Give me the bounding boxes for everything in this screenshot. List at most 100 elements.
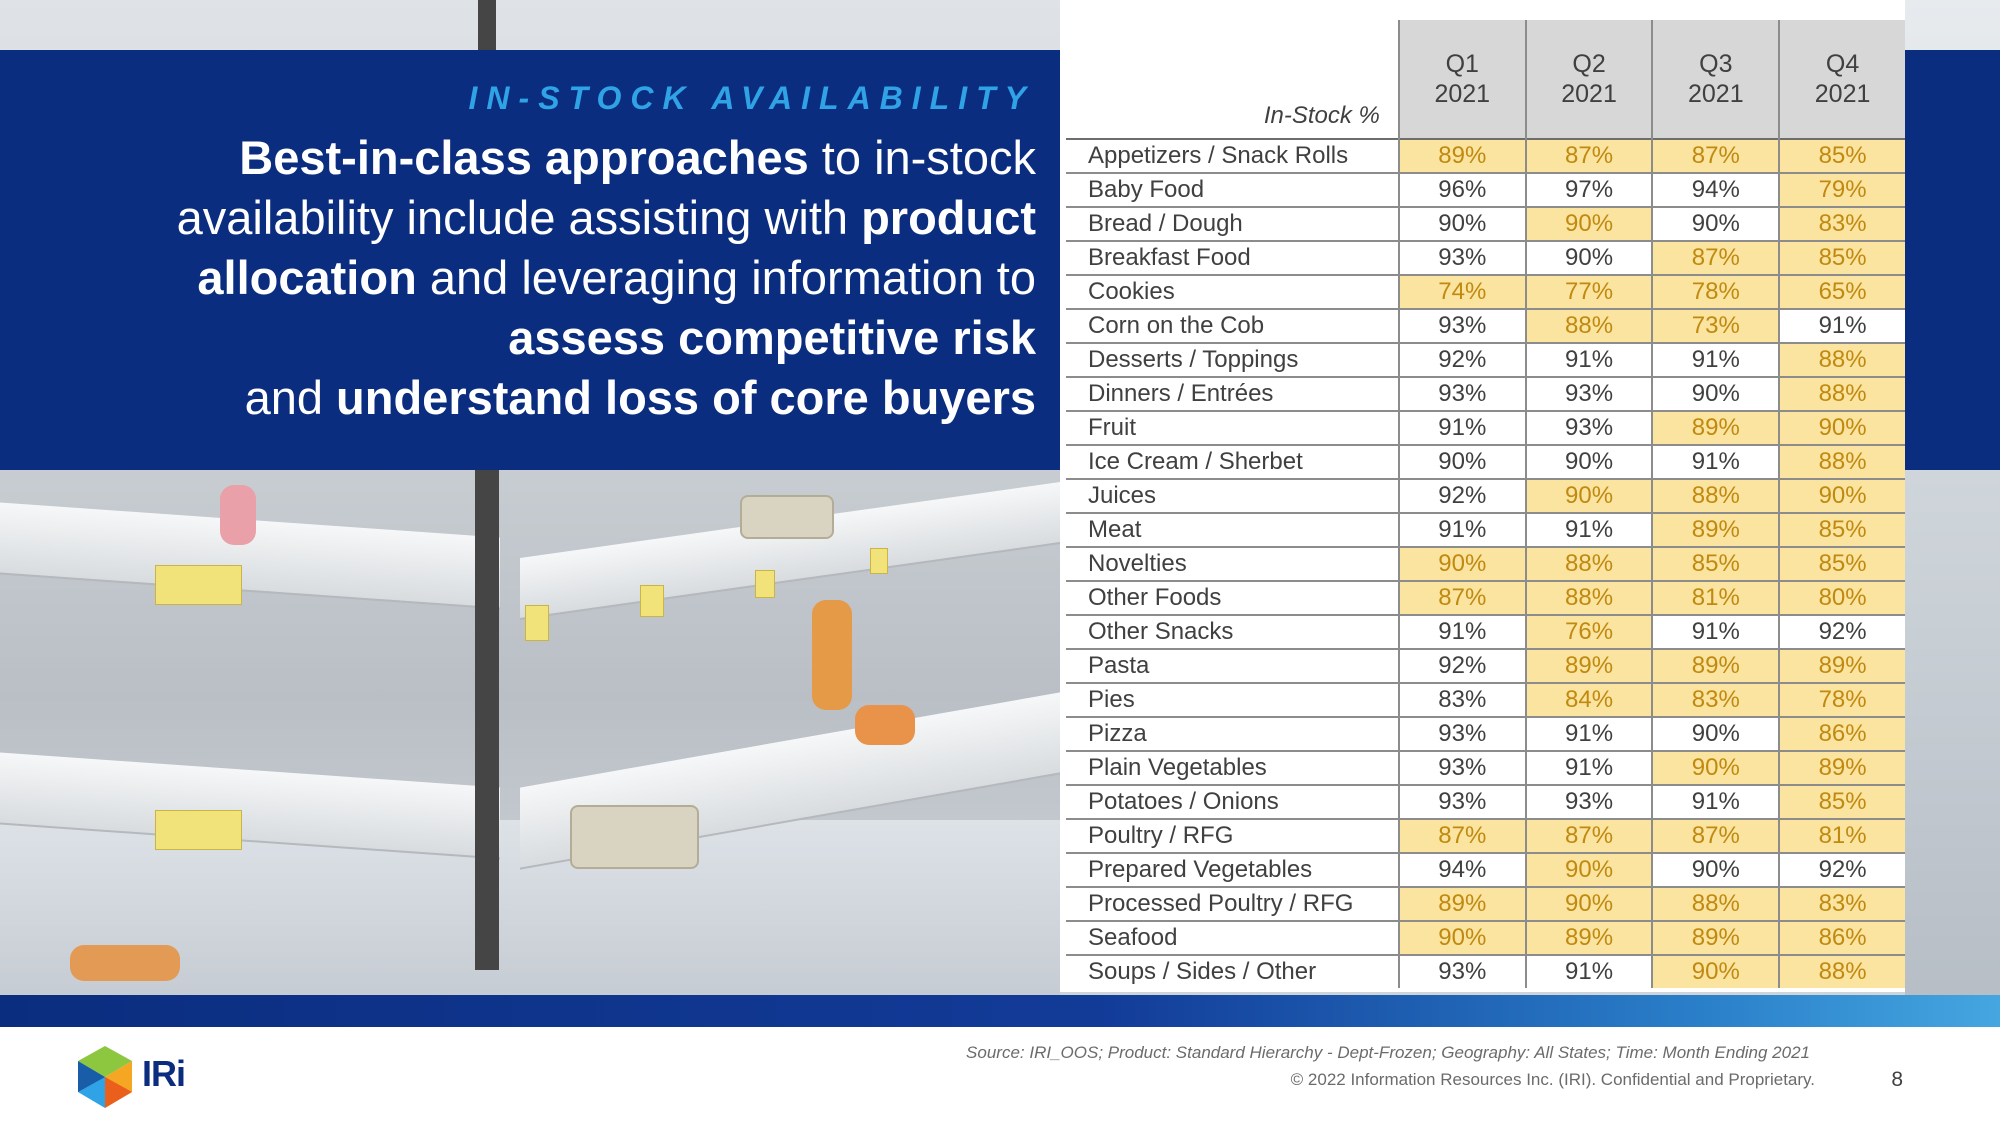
value-cell-q4: 86%: [1778, 920, 1905, 955]
value-cell-q4: 92%: [1778, 852, 1905, 887]
value-cell-q1: 94%: [1397, 852, 1526, 887]
category-cell: Meat: [1066, 512, 1399, 547]
header-panel: [0, 50, 1060, 470]
price-tag: [155, 565, 242, 605]
category-cell: Prepared Vegetables: [1066, 852, 1399, 887]
value-cell-q3: 81%: [1651, 580, 1780, 615]
value-cell-q3: 88%: [1651, 478, 1780, 513]
value-cell-q4: 90%: [1778, 410, 1905, 445]
value-cell-q1: 91%: [1397, 614, 1526, 649]
column-header-category: In-Stock %: [1263, 102, 1380, 129]
copyright-note: © 2022 Information Resources Inc. (IRI).…: [1290, 1070, 1815, 1089]
category-cell: Pasta: [1066, 648, 1399, 683]
table-row: Bread / Dough 90% 90% 90% 83%: [1066, 206, 1905, 241]
table-row: Desserts / Toppings 92% 91% 91% 88%: [1066, 342, 1905, 377]
value-cell-q4: 88%: [1778, 444, 1905, 479]
value-cell-q2: 90%: [1524, 886, 1653, 921]
value-cell-q2: 93%: [1524, 376, 1653, 411]
egg-carton: [740, 495, 834, 539]
value-cell-q3: 89%: [1651, 920, 1780, 955]
value-cell-q2: 90%: [1524, 444, 1653, 479]
price-tag: [640, 585, 664, 617]
value-cell-q2: 88%: [1524, 580, 1653, 615]
value-cell-q2: 90%: [1524, 206, 1653, 241]
value-cell-q3: 91%: [1651, 444, 1780, 479]
category-cell: Plain Vegetables: [1066, 750, 1399, 785]
value-cell-q4: 81%: [1778, 818, 1905, 853]
source-note: Source: IRI_OOS; Product: Standard Hiera…: [966, 1043, 1810, 1062]
value-cell-q3: 90%: [1651, 376, 1780, 411]
category-cell: Fruit: [1066, 410, 1399, 445]
value-cell-q2: 88%: [1524, 308, 1653, 343]
table-row: Potatoes / Onions 93% 93% 91% 85%: [1066, 784, 1905, 819]
table-row: Corn on the Cob 93% 88% 73% 91%: [1066, 308, 1905, 343]
table-row: Plain Vegetables 93% 91% 90% 89%: [1066, 750, 1905, 785]
value-cell-q3: 89%: [1651, 410, 1780, 445]
table-row: Processed Poultry / RFG 89% 90% 88% 83%: [1066, 886, 1905, 921]
value-cell-q4: 90%: [1778, 478, 1905, 513]
value-cell-q4: 80%: [1778, 580, 1905, 615]
category-cell: Baby Food: [1066, 172, 1399, 207]
value-cell-q3: 94%: [1651, 172, 1780, 207]
value-cell-q2: 97%: [1524, 172, 1653, 207]
column-header-q2: Q2 2021: [1524, 20, 1653, 139]
price-tag: [870, 548, 888, 574]
category-cell: Other Foods: [1066, 580, 1399, 615]
value-cell-q2: 84%: [1524, 682, 1653, 717]
category-cell: Breakfast Food: [1066, 240, 1399, 275]
table-row: Fruit 91% 93% 89% 90%: [1066, 410, 1905, 445]
headline-bold-2: product allocation: [197, 191, 1036, 304]
category-cell: Cookies: [1066, 274, 1399, 309]
value-cell-q3: 87%: [1651, 818, 1780, 853]
table-row: Novelties 90% 88% 85% 85%: [1066, 546, 1905, 581]
value-cell-q4: 86%: [1778, 716, 1905, 751]
value-cell-q2: 87%: [1524, 818, 1653, 853]
footer: [0, 1027, 2000, 1125]
footer-blue-bar: [0, 995, 2000, 1027]
value-cell-q4: 85%: [1778, 138, 1905, 173]
category-cell: Processed Poultry / RFG: [1066, 886, 1399, 921]
value-cell-q1: 87%: [1397, 818, 1526, 853]
page-number: 8: [1891, 1068, 1903, 1091]
column-header-q3: Q3 2021: [1651, 20, 1780, 139]
category-cell: Desserts / Toppings: [1066, 342, 1399, 377]
value-cell-q1: 89%: [1397, 886, 1526, 921]
juice-bottle: [812, 600, 852, 710]
value-cell-q2: 91%: [1524, 716, 1653, 751]
value-cell-q4: 65%: [1778, 274, 1905, 309]
value-cell-q1: 93%: [1397, 716, 1526, 751]
iri-logo-icon: [78, 1046, 132, 1108]
category-cell: Juices: [1066, 478, 1399, 513]
in-stock-table: In-Stock % Q1 2021 Q2 2021 Q3 2021 Q4 2021 A…: [1066, 20, 1905, 988]
value-cell-q2: 88%: [1524, 546, 1653, 581]
value-cell-q3: 88%: [1651, 886, 1780, 921]
value-cell-q3: 83%: [1651, 682, 1780, 717]
table-row: Juices 92% 90% 88% 90%: [1066, 478, 1905, 513]
value-cell-q3: 73%: [1651, 308, 1780, 343]
headline-bold-4: understand loss of core buyers: [336, 371, 1036, 424]
header-band-right: [1905, 50, 2000, 470]
table-row: Other Foods 87% 88% 81% 80%: [1066, 580, 1905, 615]
value-cell-q4: 83%: [1778, 886, 1905, 921]
table-header-row: In-Stock % Q1 2021 Q2 2021 Q3 2021 Q4 2021: [1066, 20, 1905, 139]
category-cell: Pies: [1066, 682, 1399, 717]
value-cell-q4: 88%: [1778, 954, 1905, 988]
table-row: Seafood 90% 89% 89% 86%: [1066, 920, 1905, 955]
value-cell-q1: 93%: [1397, 954, 1526, 988]
price-tag: [155, 810, 242, 850]
value-cell-q3: 85%: [1651, 546, 1780, 581]
table-row: Meat 91% 91% 89% 85%: [1066, 512, 1905, 547]
table-row: Cookies 74% 77% 78% 65%: [1066, 274, 1905, 309]
value-cell-q2: 90%: [1524, 478, 1653, 513]
value-cell-q1: 87%: [1397, 580, 1526, 615]
column-header-q4: Q4 2021: [1778, 20, 1905, 139]
value-cell-q4: 83%: [1778, 206, 1905, 241]
iri-logo-text: IRi: [142, 1053, 186, 1094]
value-cell-q1: 96%: [1397, 172, 1526, 207]
value-cell-q4: 89%: [1778, 648, 1905, 683]
value-cell-q2: 90%: [1524, 240, 1653, 275]
value-cell-q3: 87%: [1651, 138, 1780, 173]
value-cell-q1: 90%: [1397, 206, 1526, 241]
egg-carton: [570, 805, 699, 869]
headline-text-1: to in-stock availability include assisti…: [176, 131, 1036, 244]
